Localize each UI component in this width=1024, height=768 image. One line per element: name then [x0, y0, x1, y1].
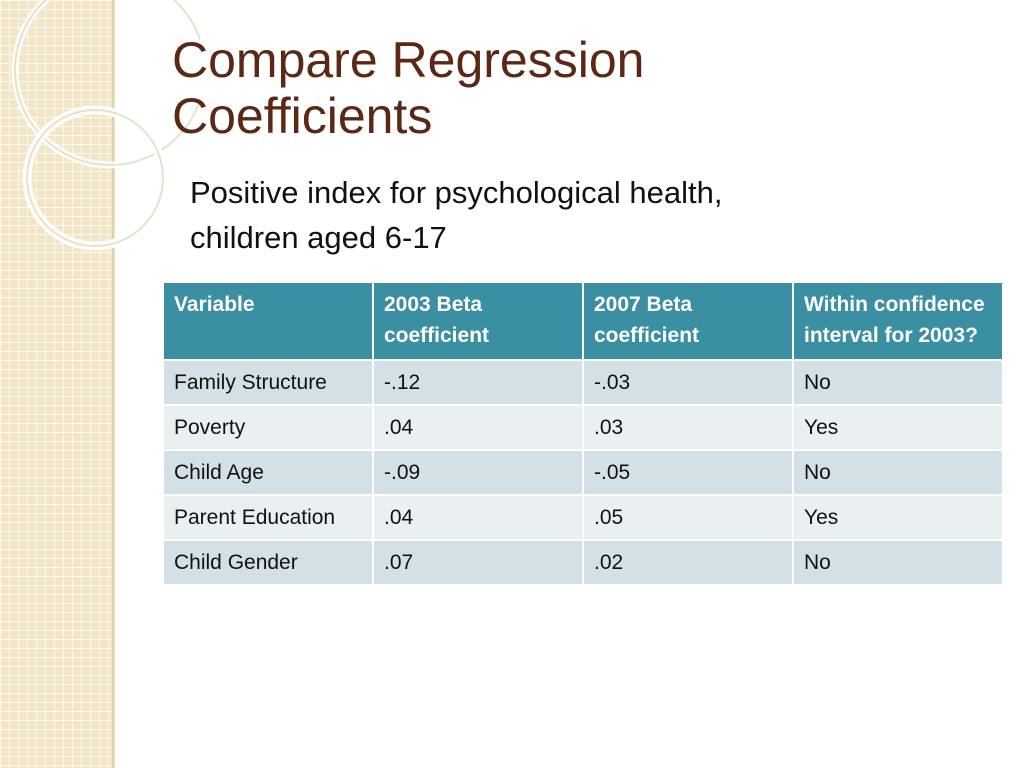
- table-row: Poverty .04 .03 Yes: [162, 404, 1004, 451]
- cell-within-ci: No: [792, 359, 1004, 406]
- cell-2007: -.05: [582, 449, 794, 496]
- strip-edge: [112, 0, 115, 768]
- decorative-grid-strip: [0, 0, 112, 768]
- cell-2003: .04: [372, 494, 584, 541]
- table-row: Family Structure -.12 -.03 No: [162, 359, 1004, 406]
- cell-within-ci: Yes: [792, 404, 1004, 451]
- cell-2003: -.09: [372, 449, 584, 496]
- title-line-1: Compare Regression: [172, 32, 645, 88]
- cell-2007: -.03: [582, 359, 794, 406]
- header-2003-beta: 2003 Beta coefficient: [372, 281, 584, 361]
- header-variable: Variable: [162, 281, 374, 361]
- cell-variable: Child Age: [162, 449, 374, 496]
- cell-2003: .07: [372, 539, 584, 586]
- table-row: Child Gender .07 .02 No: [162, 539, 1004, 586]
- header-within-ci: Within confidence interval for 2003?: [792, 281, 1004, 361]
- cell-2007: .03: [582, 404, 794, 451]
- cell-variable: Poverty: [162, 404, 374, 451]
- cell-variable: Family Structure: [162, 359, 374, 406]
- title-line-2: Coefficients: [172, 88, 433, 144]
- slide-subtitle: Positive index for psychological health,…: [190, 170, 970, 260]
- coefficients-table: Variable 2003 Beta coefficient 2007 Beta…: [162, 281, 1004, 586]
- cell-2007: .05: [582, 494, 794, 541]
- cell-2003: -.12: [372, 359, 584, 406]
- subtitle-line-1: Positive index for psychological health,: [190, 175, 723, 210]
- header-2007-beta: 2007 Beta coefficient: [582, 281, 794, 361]
- table-header-row: Variable 2003 Beta coefficient 2007 Beta…: [162, 281, 1004, 361]
- cell-variable: Parent Education: [162, 494, 374, 541]
- cell-within-ci: No: [792, 539, 1004, 586]
- cell-within-ci: No: [792, 449, 1004, 496]
- cell-2003: .04: [372, 404, 584, 451]
- subtitle-line-2: children aged 6-17: [190, 220, 447, 255]
- slide-title: Compare Regression Coefficients: [172, 32, 992, 144]
- table-row: Child Age -.09 -.05 No: [162, 449, 1004, 496]
- cell-within-ci: Yes: [792, 494, 1004, 541]
- table-row: Parent Education .04 .05 Yes: [162, 494, 1004, 541]
- cell-2007: .02: [582, 539, 794, 586]
- cell-variable: Child Gender: [162, 539, 374, 586]
- decorative-rings-icon: [11, 0, 200, 251]
